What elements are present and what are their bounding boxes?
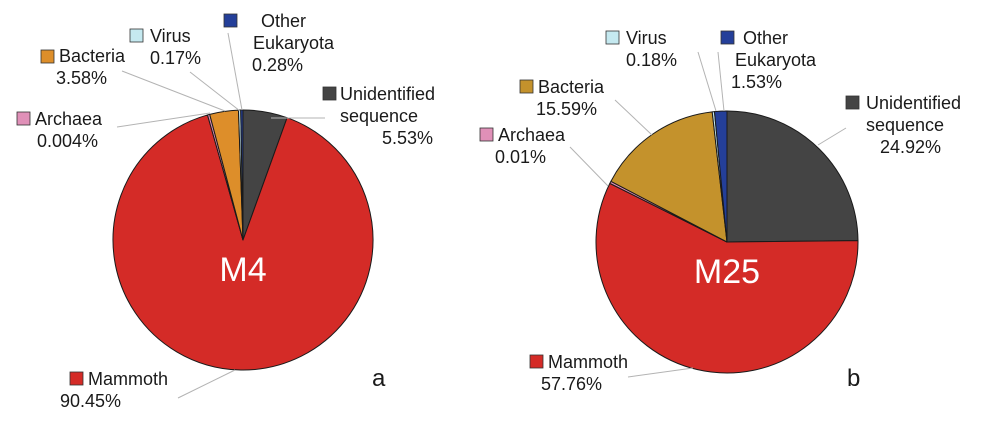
slice-name: Archaea [35, 109, 103, 129]
leader-line [817, 127, 847, 146]
slice-value-label: 0.004% [37, 131, 98, 151]
slice-name: sequence [340, 106, 418, 126]
leader-line [627, 367, 694, 378]
legend-swatch [519, 79, 534, 94]
pie-slices [595, 110, 859, 374]
slice-name: Mammoth [88, 369, 168, 389]
slice-name: Bacteria [538, 77, 605, 97]
slice-name: Mammoth [548, 352, 628, 372]
leader-line [121, 70, 226, 112]
slice-name: Other [743, 28, 788, 48]
slice-name: sequence [866, 115, 944, 135]
legend-swatch [69, 371, 84, 386]
slice-name: Archaea [498, 125, 566, 145]
slice-value-label: 57.76% [541, 374, 602, 394]
legend-swatch [129, 28, 144, 43]
slice-name: Unidentified [340, 84, 435, 104]
slice-name: Virus [150, 26, 191, 46]
slice-value-label: 15.59% [536, 99, 597, 119]
slice-name: Other [261, 11, 306, 31]
leader-line [717, 51, 725, 112]
legend-swatch [223, 13, 238, 28]
legend-swatch [529, 354, 544, 369]
pie-slice-bacteria [610, 111, 728, 243]
pie-slices [112, 109, 374, 371]
legend-swatch [605, 30, 620, 45]
pie-slice-other-eukaryota [713, 110, 728, 243]
pie-slice-mammoth [112, 114, 374, 371]
legend-swatch [720, 30, 735, 45]
slice-value-label: 0.17% [150, 48, 201, 68]
slice-name: Virus [626, 28, 667, 48]
slice-name: Eukaryota [735, 50, 817, 70]
pie-slice-unidentified-sequence [726, 110, 859, 243]
pie-center-label: M25 [694, 253, 760, 291]
leader-line [614, 99, 653, 136]
slice-value-label: 0.18% [626, 50, 677, 70]
legend-swatch [479, 127, 494, 142]
legend-swatch [322, 86, 337, 101]
slice-value-label: 5.53% [382, 128, 433, 148]
leader-line [177, 369, 236, 399]
legend-swatch [16, 111, 31, 126]
legend-swatch [40, 49, 55, 64]
slice-value-label: 90.45% [60, 391, 121, 411]
leader-line [116, 112, 211, 128]
slice-name: Bacteria [59, 46, 126, 66]
slice-value-label: 3.58% [56, 68, 107, 88]
leader-line [189, 71, 241, 112]
leader-line [697, 51, 717, 112]
slice-name: Eukaryota [253, 33, 335, 53]
pie-center-label: M4 [219, 251, 266, 289]
slice-value-label: 24.92% [880, 137, 941, 157]
panel-label: b [847, 365, 860, 392]
panel-label: a [372, 365, 386, 392]
slice-value-label: 0.01% [495, 147, 546, 167]
slice-value-label: 1.53% [731, 72, 782, 92]
pie-slice-mammoth [595, 182, 859, 374]
leader-line [569, 146, 609, 187]
leader-line [227, 32, 243, 111]
legend-swatch [845, 95, 860, 110]
slice-name: Unidentified [866, 93, 961, 113]
slice-value-label: 0.28% [252, 55, 303, 75]
